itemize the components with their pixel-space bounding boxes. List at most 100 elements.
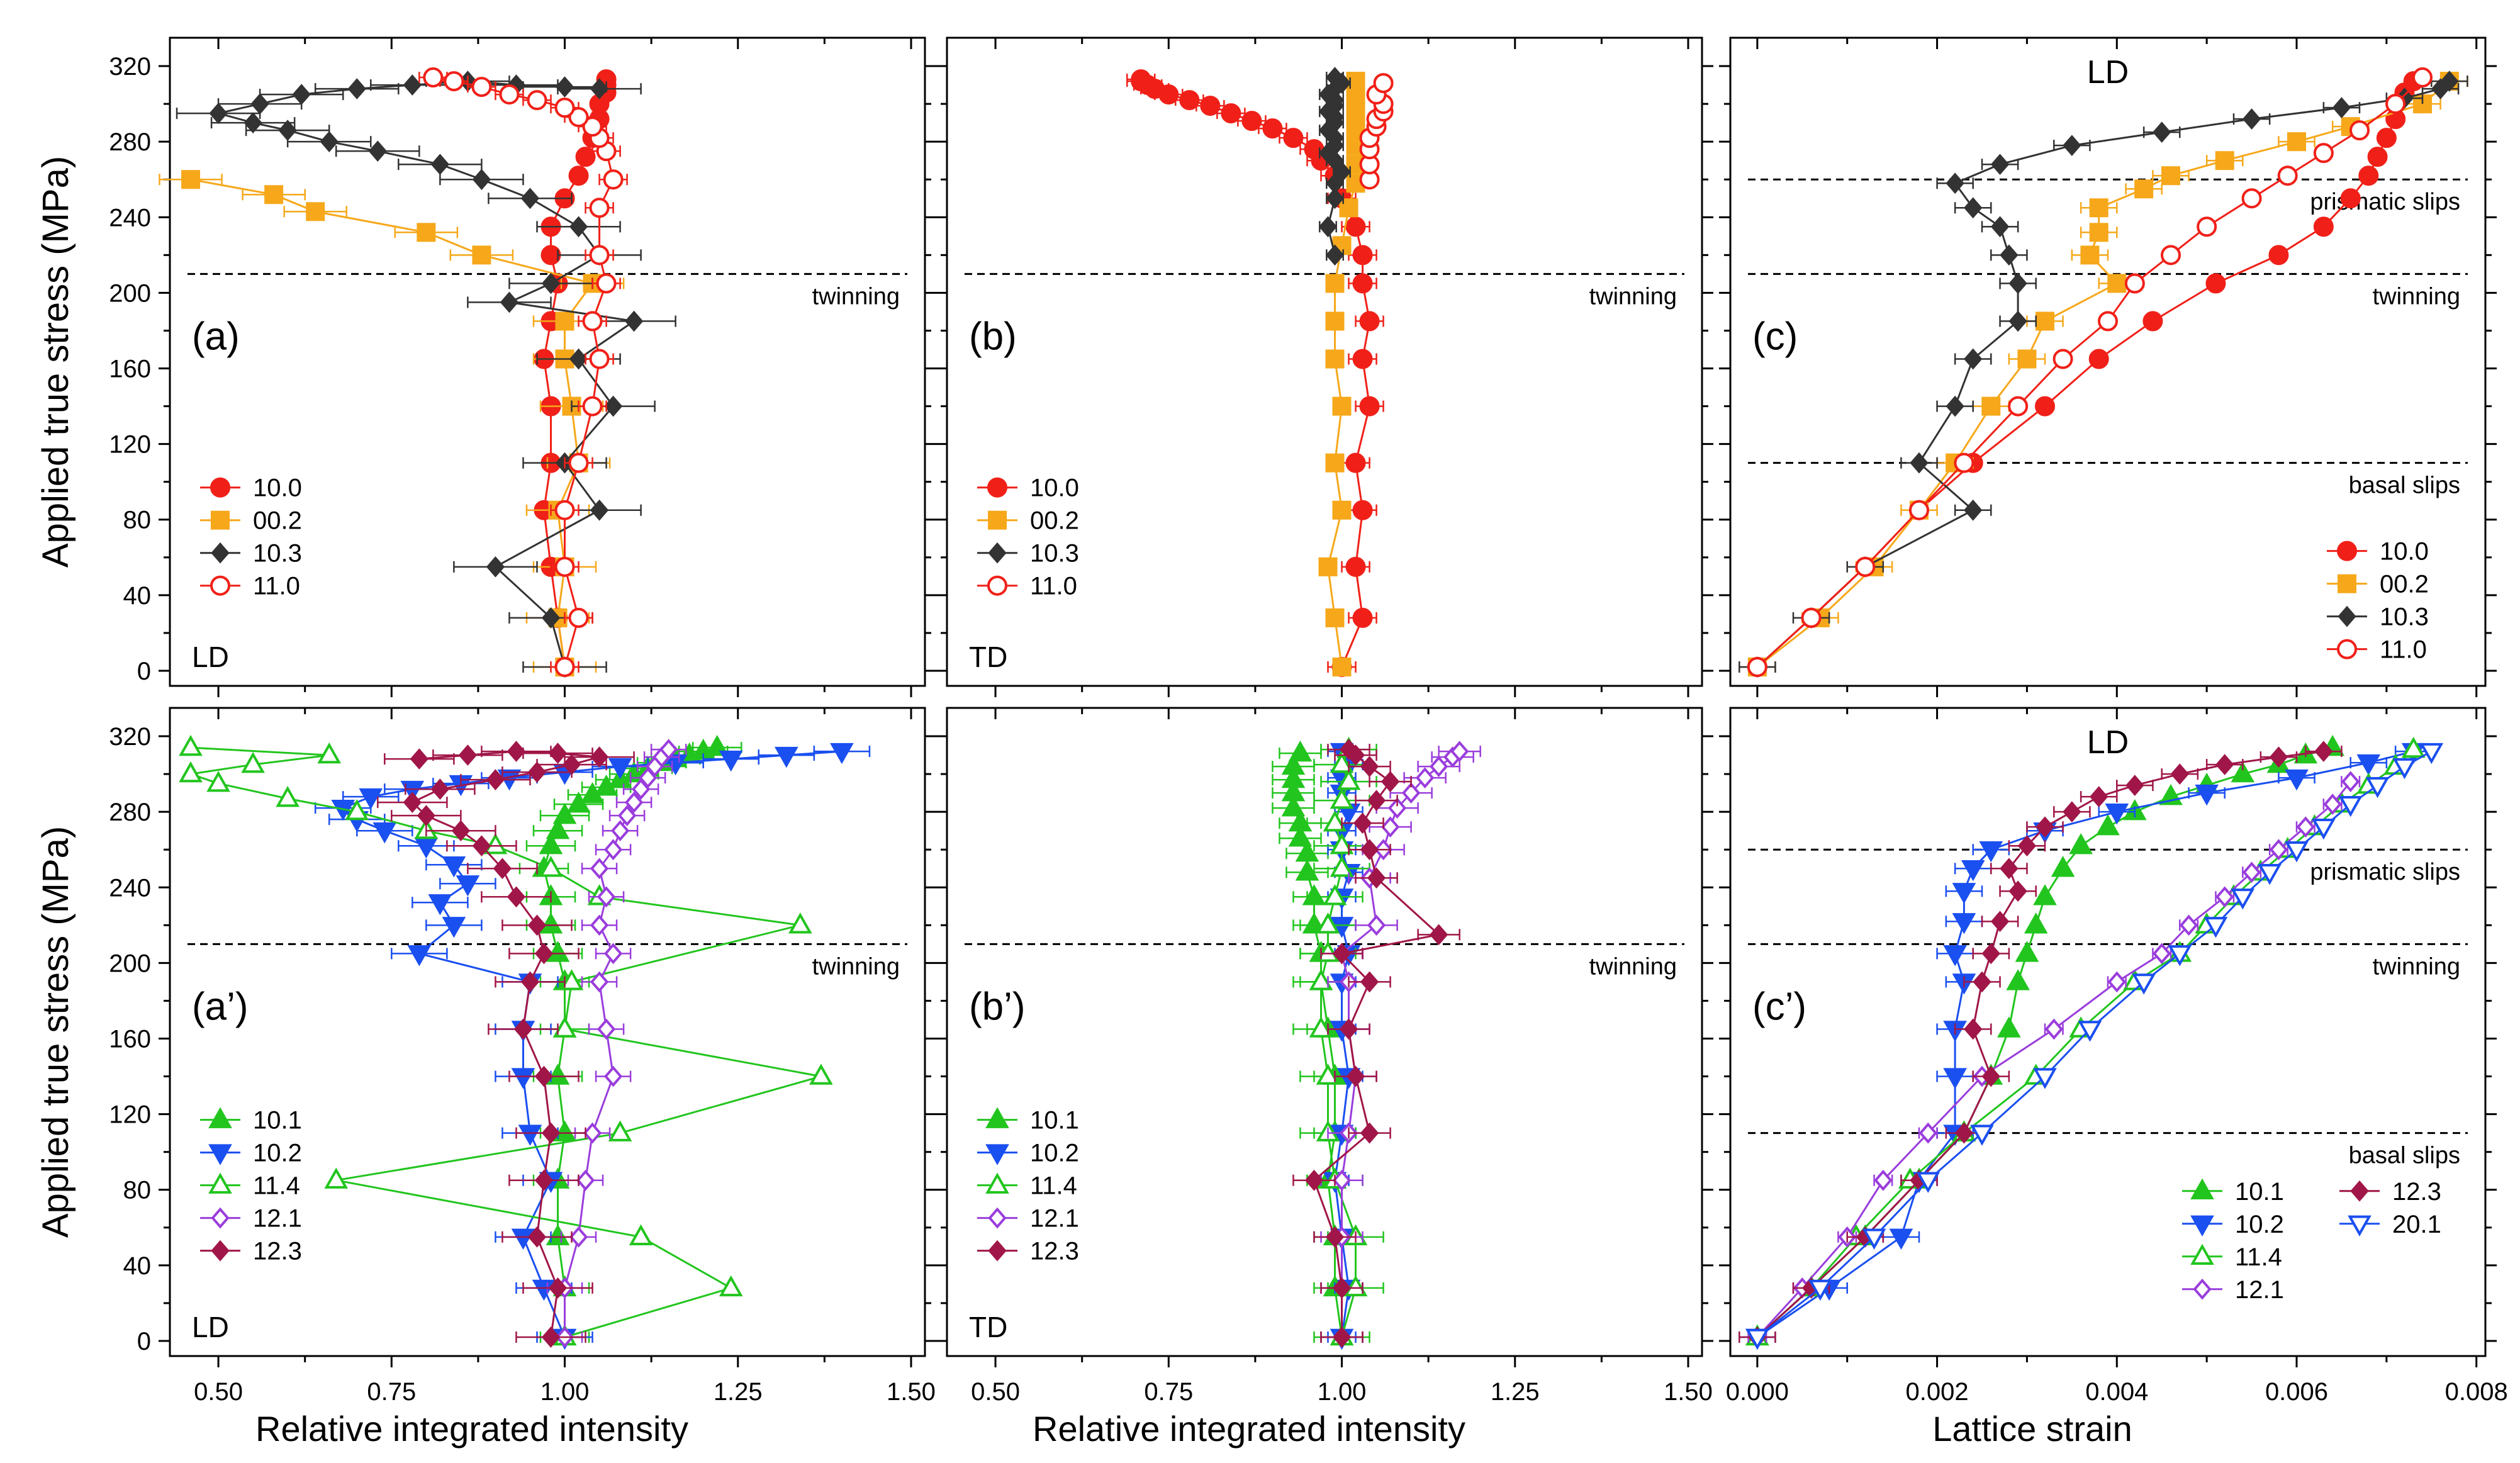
panel-a-point-10.3 [569,216,588,238]
panel-a-point-10.3 [590,499,609,521]
panel-a2-point-12.1 [603,839,623,861]
panel-c-point-00.2 [1981,396,2001,416]
panel-b2-point-12.3 [1332,943,1352,965]
panel-c2-label: (c’) [1752,985,1806,1028]
panel-a2-point-11.4 [317,742,342,764]
panel-c2-point-10.1 [2096,814,2120,836]
panel-b-point-10.0 [1179,90,1200,111]
panel-b-point-00.2 [1325,274,1345,293]
panel-b2-point-12.3 [1430,924,1448,946]
panel-a2-point-10.2 [428,894,452,916]
panel-c2-xtick-label: 0.006 [2265,1378,2328,1406]
legend-label-00.2: 00.2 [1030,507,1079,535]
panel-a-ytick-label: 40 [123,582,152,610]
panel-a2-point-12.3 [548,1277,568,1299]
legend-marker-20.1 [2348,1215,2372,1236]
panel-c2-point-10.2 [1889,1228,1913,1250]
panel-a2-point-12.3 [513,1018,533,1040]
panel-a2-point-10.1 [539,833,563,855]
panel-c-point-00.2 [2134,179,2154,199]
panel-c-frame [1729,36,2487,687]
panel-c2-point-20.1 [2132,973,2156,995]
panel-c-hline-label: twinning [2373,283,2460,310]
panel-a2-point-12.3 [410,748,428,770]
panel-b2-xtick-label: 1.50 [1664,1378,1713,1406]
panel-a-point-11.0 [527,90,547,111]
panel-b-point-10.3 [1325,67,1345,88]
panel-c2-point-10.2 [1952,913,1976,934]
panel-b2-point-10.1 [1288,826,1313,847]
panel-c2-point-12.3 [2090,786,2108,807]
legend-label-12.1: 12.1 [253,1205,302,1233]
panel-c-point-10.0 [2358,165,2379,186]
panel-a2-point-10.2 [456,875,480,897]
panel-a-point-10.3 [347,78,366,99]
panel-c2-point-10.1 [2033,884,2057,905]
panel-a2-point-12.3 [417,805,435,827]
legend-marker-10.0 [2337,541,2357,561]
panel-a-point-11.0 [582,311,603,332]
panel-b-hline-label: twinning [1589,283,1677,310]
panel-c-point-10.3 [2063,135,2081,157]
panel-a-direction: LD [192,641,229,673]
panel-b2-point-12.1 [1332,1169,1352,1191]
panel-b2-point-12.1 [1401,782,1421,804]
panel-c-legend: 10.0 00.2 10.3 11.0 [2327,538,2429,664]
panel-a2-point-11.4 [179,761,203,783]
panel-a2-point-10.2 [442,917,466,938]
panel-a-point-10.3 [430,154,450,176]
panel-b-point-10.0 [1345,216,1366,237]
panel-a2-point-12.1 [659,739,678,760]
panel-c2-point-12.1 [2341,771,2360,792]
panel-b-point-10.0 [1131,69,1151,90]
panel-a-point-10.3 [520,188,540,210]
panel-a2-point-12.1 [603,1065,623,1087]
panel-a2-point-12.1 [590,914,609,936]
panel-c2-point-10.2 [2285,769,2309,791]
panel-c2-point-12.3 [2036,816,2054,838]
panel-a2-ytick-label: 160 [109,1026,151,1053]
panel-a2-series-12.1 [546,739,687,1348]
panel-b-direction: TD [969,641,1007,673]
panel-c2-point-11.4 [2401,736,2426,758]
panel-c2-point-20.1 [1970,1124,1994,1146]
panel-b2-point-10.1 [1295,841,1319,862]
panel-b-point-00.2 [1332,396,1352,416]
panel-c2-point-10.2 [1979,841,2003,863]
panel-c2-point-12.1 [2215,886,2234,908]
panel-a-point-00.2 [306,202,325,221]
panel-a2-point-12.3 [472,835,491,857]
panel-c-point-00.2 [2017,349,2037,369]
panel-b2-point-10.1 [1302,884,1326,905]
legend-label-10.2: 10.2 [2235,1211,2284,1238]
panel-c2-point-10.1 [2006,969,2030,990]
panel-b-series-00.2 [1318,72,1365,676]
panel-c2-xtick-label: 0.002 [1906,1378,1969,1406]
panel-c2-point-12.1 [2242,861,2261,883]
panel-b2-point-12.3 [1380,771,1400,792]
panel-c2-hline-label: prismatic slips [2310,859,2460,885]
panel-c-point-10.3 [2440,70,2459,92]
panel-c2-xtick-label: 0.008 [2445,1378,2508,1406]
panel-a-ytick-label: 240 [109,204,151,232]
panel-a2-point-10.2 [830,743,854,765]
panel-a2-point-12.3 [541,1326,561,1348]
legend-marker-12.1 [988,1207,1007,1229]
panel-c2-point-12.1 [2179,914,2198,936]
panel-c-point-11.0 [2241,188,2262,209]
panel-a-label: (a) [192,315,240,358]
panel-b-point-10.0 [1345,556,1366,577]
panel-a2-ytick-label: 280 [109,799,151,826]
panel-c2-line-12.1 [1756,781,2351,1338]
panel-c2-point-20.1 [2258,864,2282,885]
panel-a-point-11.0 [589,349,610,369]
panel-b-point-00.2 [1325,311,1345,331]
panel-b2-point-11.4 [1316,941,1340,962]
panel-c2-point-12.3 [1981,943,2000,965]
legend-label-12.3: 12.3 [253,1238,302,1265]
panel-a2-point-11.4 [809,1063,833,1085]
panel-c-point-10.3 [1964,348,1983,370]
panel-c-point-10.3 [1990,216,2010,238]
panel-c2-point-12.1 [1918,1122,1937,1144]
legend-label-10.2: 10.2 [253,1140,302,1167]
